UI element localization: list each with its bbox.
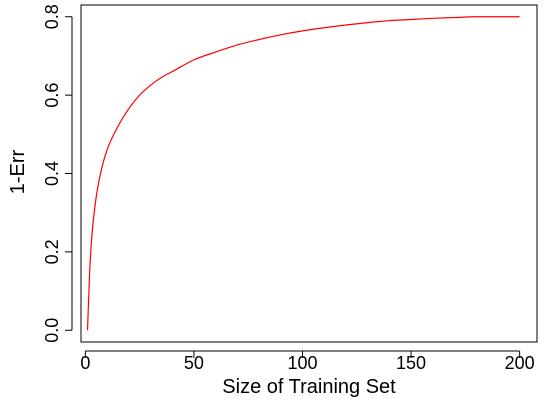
x-axis-title: Size of Training Set [222, 376, 396, 398]
y-axis-title: 1-Err [7, 149, 29, 194]
x-tick-label: 200 [505, 353, 535, 373]
y-tick-label: 0.0 [42, 318, 62, 343]
plot-box [80, 4, 538, 343]
x-tick-label: 150 [396, 353, 426, 373]
x-tick-label: 0 [80, 353, 90, 373]
y-tick-label: 0.6 [42, 83, 62, 108]
x-tick-label: 50 [184, 353, 204, 373]
y-tick-label: 0.8 [42, 4, 62, 29]
x-tick-label: 100 [287, 353, 317, 373]
series-line [86, 16, 520, 331]
x-axis: 0 50 100 150 200 [80, 350, 535, 373]
y-tick-label: 0.4 [42, 161, 62, 186]
y-axis: 0.0 0.2 0.4 0.6 0.8 [42, 4, 73, 343]
y-tick-label: 0.2 [42, 239, 62, 264]
